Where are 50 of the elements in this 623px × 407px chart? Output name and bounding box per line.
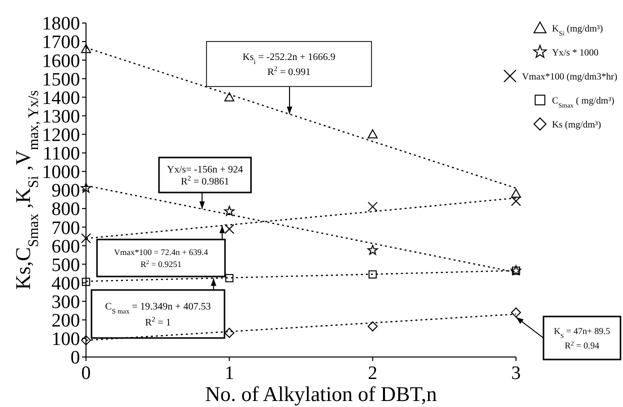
y-tick-label: 300 xyxy=(52,292,80,313)
y-tick-label: 1400 xyxy=(42,88,80,109)
point xyxy=(224,92,234,102)
point xyxy=(368,321,378,332)
point xyxy=(82,278,90,286)
y-tick-label: 1200 xyxy=(42,124,80,146)
point xyxy=(367,244,378,255)
point xyxy=(511,196,521,206)
point xyxy=(81,44,91,54)
y-tick-label: 1100 xyxy=(42,144,80,165)
point xyxy=(81,335,91,346)
x-tick-label: 1 xyxy=(224,363,234,384)
point xyxy=(511,307,521,318)
x-tick-label: 2 xyxy=(368,363,378,384)
point xyxy=(368,202,378,212)
y-tick-label: 1600 xyxy=(42,50,80,72)
point xyxy=(368,270,377,279)
y-tick-label: 200 xyxy=(52,310,80,332)
point xyxy=(80,182,92,193)
y-tick-label: 0 xyxy=(70,348,80,369)
annotation: K$_{S}$ = 47n+ 89.5 R$^{2}$ = 0.94 xyxy=(554,326,611,350)
x-axis-title: No. of Alkylation of DBT,n xyxy=(205,382,438,406)
legend-label: C$_{Smax}$ ( mg/dm³) xyxy=(552,96,614,109)
y-tick-label: 1700 xyxy=(42,32,80,54)
y-tick-label: 500 xyxy=(52,254,80,276)
annotation: Vmax*100 = 72.4n + 639.4 R$^{2}$ = 0.9251 xyxy=(114,246,209,270)
legend-label: Vmax*100 (mg/dm3*hr) xyxy=(522,72,618,82)
point xyxy=(81,233,91,244)
y-tick-label: 1000 xyxy=(42,162,80,184)
annotation: Yx/s= -156n + 924 R$^{2}$ = 0.9861 xyxy=(166,164,244,188)
legend-label: K$_{Si}$ (mg/dm³) xyxy=(552,24,603,37)
annotation: Ks$_{i}$ = -252.2n + 1666.9 R$^{2}$ = 0.991 xyxy=(242,52,336,78)
legend-label: Yx/s * 1000 xyxy=(552,48,599,58)
y-tick-label: 900 xyxy=(52,180,80,202)
y-tick-label: 1300 xyxy=(42,106,80,128)
y-tick-label: 1500 xyxy=(42,69,80,90)
y-tick-label: 1800 xyxy=(42,14,80,35)
y-tick-label: 100 xyxy=(52,329,80,350)
y-tick-label: 800 xyxy=(52,199,80,220)
point xyxy=(224,328,234,338)
point xyxy=(368,129,378,138)
point xyxy=(224,206,235,216)
y-tick-label: 400 xyxy=(52,273,80,294)
annotation: C$_{S max}$= 19.349n + 407.53 R$^{2}$ = 1 xyxy=(105,302,211,328)
point xyxy=(511,188,521,198)
x-tick-label: 3 xyxy=(511,363,521,384)
legend-label: Ks (mg/dm³) xyxy=(552,120,602,130)
point xyxy=(225,274,234,282)
y-tick-label: 600 xyxy=(52,236,80,258)
y-tick-label: 700 xyxy=(52,218,80,239)
